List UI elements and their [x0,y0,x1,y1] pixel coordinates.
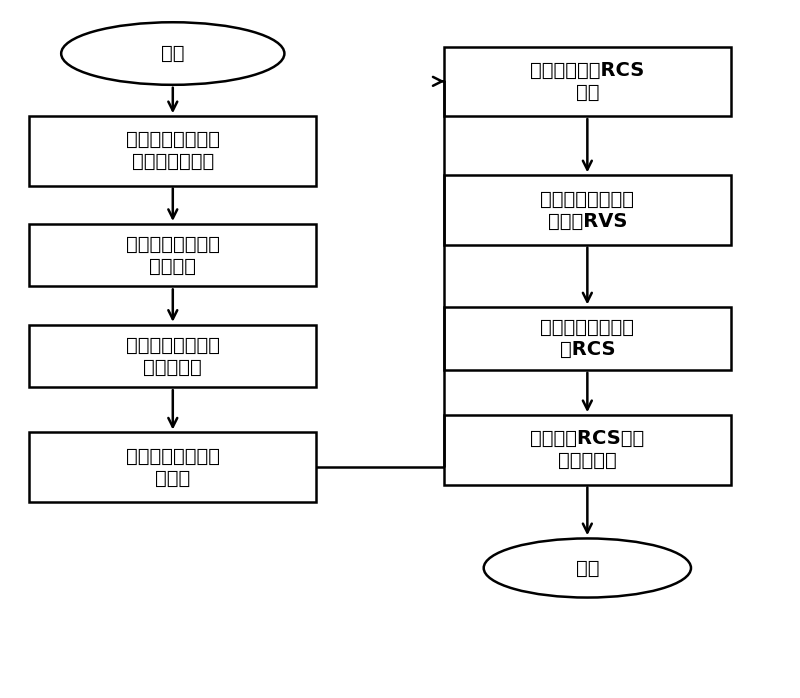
Text: 结束: 结束 [575,558,599,577]
Text: 获取目标RCS随高
度变化关系: 获取目标RCS随高 度变化关系 [530,429,645,470]
FancyBboxPatch shape [444,307,731,370]
FancyBboxPatch shape [30,224,316,286]
FancyBboxPatch shape [30,325,316,387]
FancyBboxPatch shape [444,415,731,484]
Text: 计算摆动影响条件
下平均RVS: 计算摆动影响条件 下平均RVS [540,189,634,230]
Text: 几何划分及基本散
射形状近似: 几何划分及基本散 射形状近似 [126,336,220,376]
Text: 建立舰船目标三维
几何模型: 建立舰船目标三维 几何模型 [126,235,220,276]
Text: 计算海面影响条件
下RCS: 计算海面影响条件 下RCS [540,318,634,359]
Ellipse shape [61,22,285,85]
FancyBboxPatch shape [444,175,731,245]
Ellipse shape [484,538,691,597]
FancyBboxPatch shape [30,116,316,186]
Text: 判别自遮挡面和互
遮挡面: 判别自遮挡面和互 遮挡面 [126,447,220,488]
Text: 输入舰船目标参数
及大气环境参数: 输入舰船目标参数 及大气环境参数 [126,131,220,172]
FancyBboxPatch shape [444,47,731,116]
FancyBboxPatch shape [30,433,316,502]
Text: 基本散射形状RCS
计算: 基本散射形状RCS 计算 [530,61,645,102]
Text: 开始: 开始 [161,44,185,63]
